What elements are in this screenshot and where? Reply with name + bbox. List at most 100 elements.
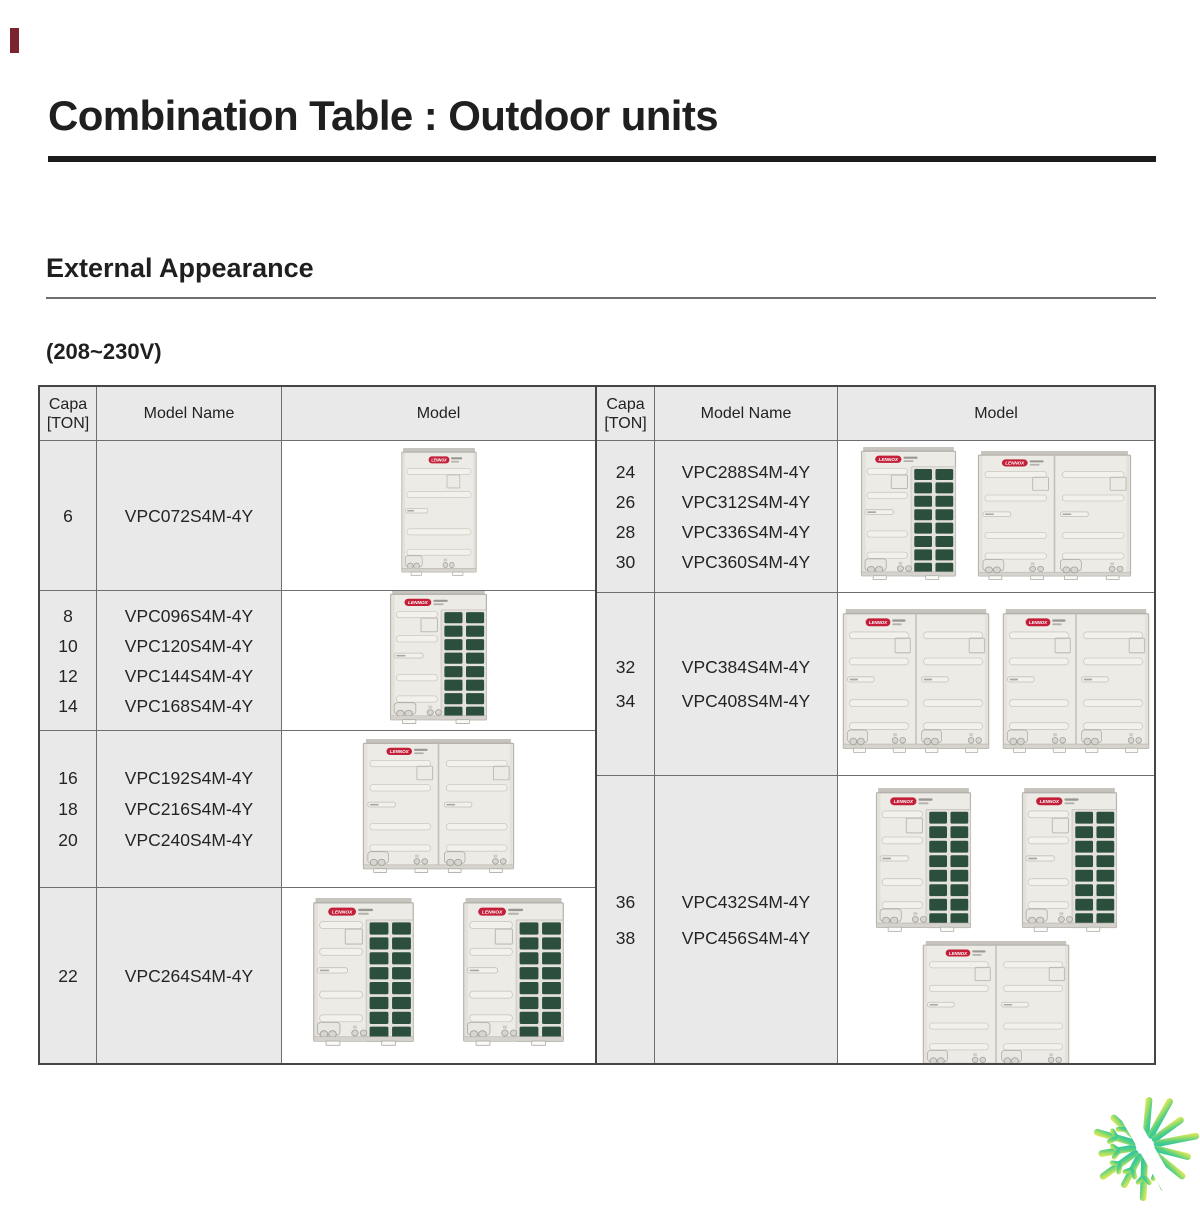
capacity-value: 8 xyxy=(58,601,77,631)
capacity-value: 36 xyxy=(616,884,635,920)
model-name-value: VPC456S4M-4Y xyxy=(682,920,810,956)
outdoor-unit-single: LENNOX xyxy=(399,448,479,583)
model-name-value: VPC288S4M-4Y xyxy=(682,457,810,487)
capacity-value: 20 xyxy=(58,825,77,856)
outdoor-unit-image: LENNOX xyxy=(975,451,1134,582)
capa-cell: 6 xyxy=(40,441,97,591)
model-name-value: VPC240S4M-4Y xyxy=(125,825,253,856)
model-name-header-cell: Model Name xyxy=(655,387,838,441)
outdoor-unit-image: LENNOX xyxy=(1019,788,1120,934)
capa-header-unit: [TON] xyxy=(604,414,646,433)
capacity-value: 16 xyxy=(58,763,77,794)
model-image-cell: LENNOX xyxy=(282,441,595,591)
outdoor-unit-image: LENNOX xyxy=(858,447,959,582)
outdoor-unit-double: LENNOX xyxy=(1000,609,1152,760)
model-name-value: VPC216S4M-4Y xyxy=(125,794,253,825)
outdoor-unit-image: LENNOX xyxy=(873,788,974,934)
outdoor-unit-image: LENNOX xyxy=(460,898,567,1048)
capacity-value: 24 xyxy=(616,457,635,487)
model-image-cell: LENNOX xyxy=(282,731,595,888)
model-image-cell: LENNOX xyxy=(282,591,595,731)
outdoor-unit-image: LENNOX xyxy=(360,739,517,875)
outdoor-unit-single_grid: LENNOX xyxy=(873,788,974,939)
outdoor-unit-image: LENNOX xyxy=(387,591,490,726)
model-name-value: VPC120S4M-4Y xyxy=(125,631,253,661)
capacity-value: 10 xyxy=(58,631,77,661)
svg-text:LENNOX: LENNOX xyxy=(390,749,410,754)
outdoor-unit-double: LENNOX xyxy=(920,941,1072,1064)
snowflake-sun-logo xyxy=(1086,1086,1200,1204)
model-name-header-cell: Model Name xyxy=(97,387,282,441)
capa-header-cell: Capa[TON] xyxy=(597,387,655,441)
voltage-note: (208~230V) xyxy=(46,339,162,365)
outdoor-unit-image: LENNOX xyxy=(920,941,1072,1064)
outdoor-unit-double: LENNOX xyxy=(975,451,1134,587)
model-name-value: VPC336S4M-4Y xyxy=(682,517,810,547)
outdoor-unit-single_grid: LENNOX xyxy=(858,447,959,587)
model-header-cell: Model xyxy=(838,387,1154,441)
unit-image-row: LENNOX LENNOX xyxy=(310,898,567,1053)
svg-text:LENNOX: LENNOX xyxy=(1029,620,1048,625)
svg-text:LENNOX: LENNOX xyxy=(332,910,353,916)
model-name-value: VPC408S4M-4Y xyxy=(682,684,810,718)
page-title: Combination Table : Outdoor units xyxy=(48,92,718,140)
section-heading: External Appearance xyxy=(46,253,314,284)
capa-header-cell: Capa[TON] xyxy=(40,387,97,441)
corner-tick xyxy=(10,28,19,53)
unit-image-row: LENNOX xyxy=(387,591,490,731)
outdoor-unit-image: LENNOX xyxy=(840,609,992,755)
outdoor-unit-single_grid: LENNOX xyxy=(387,591,490,731)
svg-text:LENNOX: LENNOX xyxy=(482,910,503,916)
svg-text:LENNOX: LENNOX xyxy=(408,600,429,605)
model-name-value: VPC264S4M-4Y xyxy=(125,964,253,988)
model-name-value: VPC192S4M-4Y xyxy=(125,763,253,794)
model-image-cell: LENNOX LENNOX xyxy=(282,888,595,1063)
model-name-value: VPC384S4M-4Y xyxy=(682,650,810,684)
model-name-value: VPC432S4M-4Y xyxy=(682,884,810,920)
svg-text:LENNOX: LENNOX xyxy=(1039,799,1059,805)
capa-header-unit: [TON] xyxy=(47,414,89,433)
snowflake-sun-icon xyxy=(1086,1086,1200,1204)
capacity-value: 26 xyxy=(616,487,635,517)
model-name-value: VPC360S4M-4Y xyxy=(682,547,810,577)
title-rule xyxy=(48,156,1156,162)
model-header-cell: Model xyxy=(282,387,595,441)
section-rule xyxy=(46,297,1156,299)
svg-text:LENNOX: LENNOX xyxy=(869,620,888,625)
capacity-value: 18 xyxy=(58,794,77,825)
unit-image-row: LENNOX LENNOX xyxy=(858,447,1134,587)
model-image-cell: LENNOX LENNOX xyxy=(838,441,1154,593)
model-name-cell: VPC072S4M-4Y xyxy=(97,441,282,591)
capacity-value: 38 xyxy=(616,920,635,956)
unit-image-row: LENNOX xyxy=(920,941,1072,1064)
capacity-value: 34 xyxy=(616,684,635,718)
outdoor-unit-double: LENNOX xyxy=(840,609,992,760)
capacity-value: 12 xyxy=(58,661,77,691)
capacity-value: 6 xyxy=(63,504,73,528)
outdoor-unit-image: LENNOX xyxy=(1000,609,1152,755)
capacity-value: 22 xyxy=(58,964,77,988)
capacity-value: 14 xyxy=(58,691,77,721)
model-image-cell: LENNOX LENNOX xyxy=(838,593,1154,776)
capa-cell: 22 xyxy=(40,888,97,1063)
unit-image-row: LENNOX xyxy=(360,739,517,880)
model-name-value: VPC096S4M-4Y xyxy=(125,601,253,631)
outdoor-unit-image: LENNOX xyxy=(399,448,479,578)
model-name-value: VPC072S4M-4Y xyxy=(125,504,253,528)
unit-image-row: LENNOX LENNOX xyxy=(840,609,1152,760)
outdoor-unit-single_grid: LENNOX xyxy=(310,898,417,1053)
svg-text:LENNOX: LENNOX xyxy=(1005,460,1025,465)
outdoor-unit-double: LENNOX xyxy=(360,739,517,880)
capacity-value: 32 xyxy=(616,650,635,684)
